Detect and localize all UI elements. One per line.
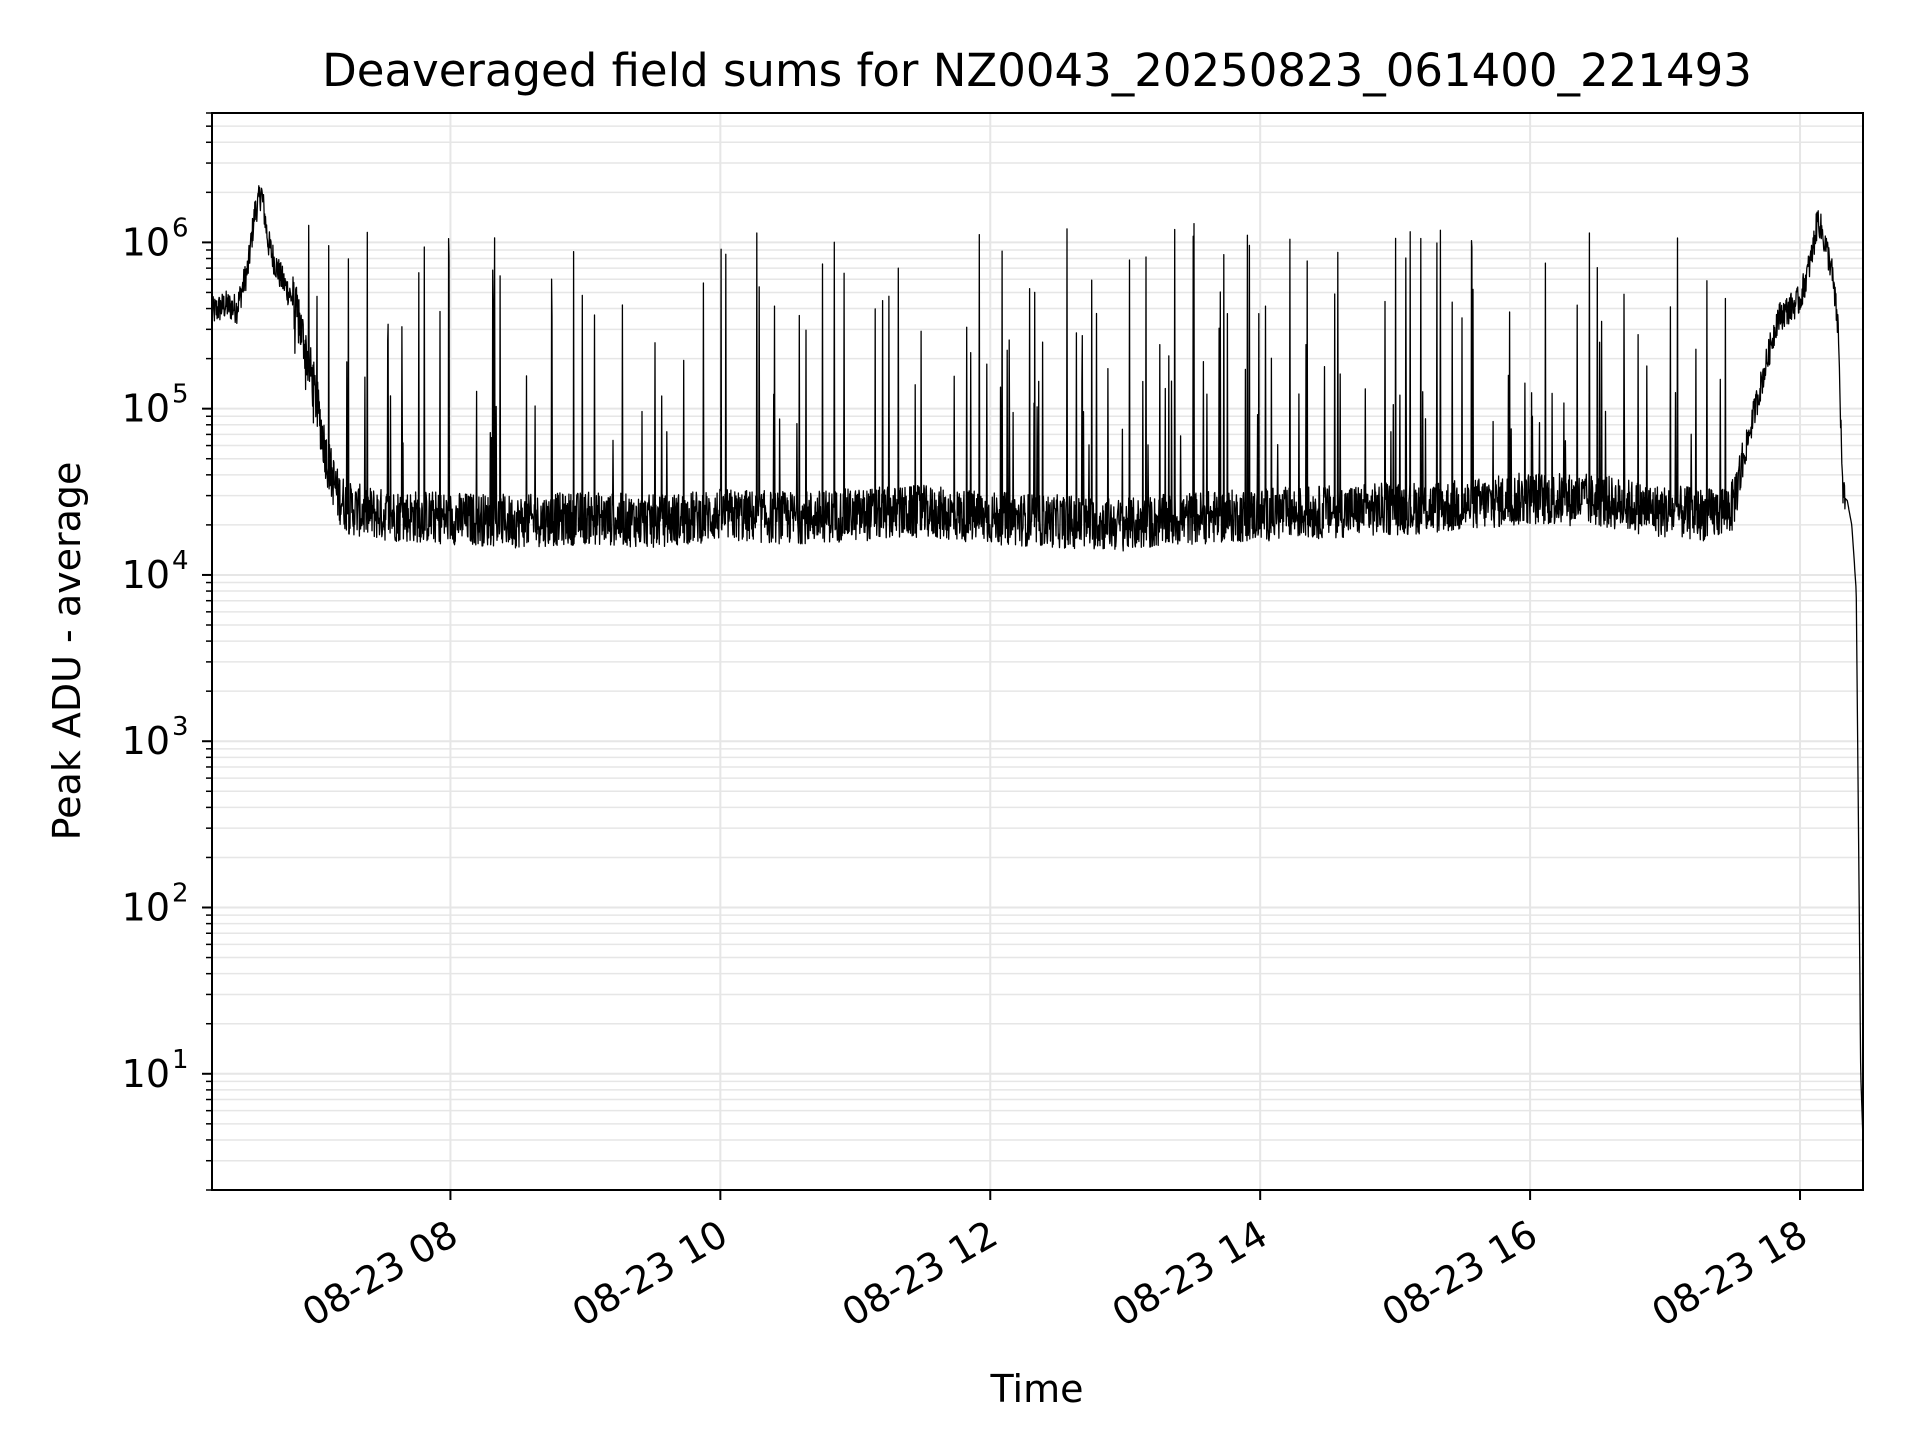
- y-tick-label: 10: [122, 220, 170, 264]
- series-layer: [211, 185, 1864, 1140]
- plot-area-frame: [211, 112, 1864, 1191]
- y-tick-exponent: 1: [172, 1045, 189, 1075]
- y-tick-label: 10: [122, 719, 170, 763]
- x-axis-label: Time: [990, 1367, 1084, 1411]
- y-tick-exponent: 4: [172, 546, 189, 576]
- y-tick-label: 10: [122, 387, 170, 431]
- y-tick-label: 10: [122, 553, 170, 597]
- y-tick-exponent: 3: [172, 712, 189, 742]
- y-tick-exponent: 2: [172, 878, 189, 908]
- y-tick-label: 10: [122, 1052, 170, 1096]
- y-tick-exponent: 6: [172, 213, 189, 243]
- grid-layer: [212, 112, 1863, 1191]
- series-line: [211, 185, 1864, 1140]
- y-tick-exponent: 5: [172, 380, 189, 410]
- y-tick-label: 10: [122, 885, 170, 929]
- y-axis-label: Peak ADU - average: [45, 462, 89, 841]
- chart-title: Deaveraged field sums for NZ0043_2025082…: [322, 44, 1752, 97]
